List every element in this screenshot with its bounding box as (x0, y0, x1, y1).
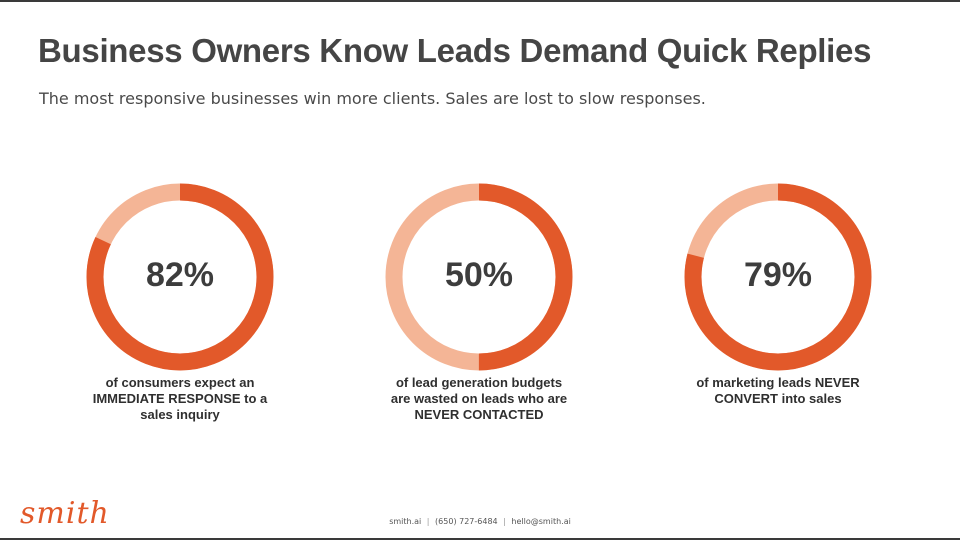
donut-ring: 50% (384, 182, 574, 372)
stat-value: 79% (743, 256, 813, 294)
stat-caption-line: sales inquiry (140, 407, 220, 422)
donut-arc (684, 183, 872, 371)
stat-caption: of lead generation budgets are wasted on… (374, 375, 584, 423)
footer-site: smith.ai (389, 517, 422, 526)
slide-subtitle: The most responsive businesses win more … (39, 89, 706, 108)
donut-ring-graphic (684, 183, 872, 371)
stat-consumers-immediate-response: 82% of consumers expect an IMMEDIATE RES… (50, 182, 310, 423)
donut-arc (385, 183, 573, 371)
donut-ring: 82% (85, 182, 275, 372)
slide-title: Business Owners Know Leads Demand Quick … (38, 32, 872, 69)
stat-lead-budgets-wasted: 50% of lead generation budgets are waste… (349, 182, 609, 423)
footer-separator: | (426, 517, 430, 526)
stat-caption-line: of consumers expect an (105, 375, 255, 390)
stat-caption-line: are wasted on leads who are (390, 391, 568, 406)
donut-ring-graphic (86, 183, 274, 371)
stat-caption-line: NEVER CONTACTED (414, 407, 544, 422)
stat-marketing-leads-never-convert: 79% of marketing leads NEVER CONVERT int… (648, 182, 908, 407)
smith-logo: smith (20, 496, 110, 531)
stat-caption-line: of lead generation budgets (395, 375, 563, 390)
donut-ring: 79% (683, 182, 873, 372)
stat-caption-line: of marketing leads NEVER (696, 375, 860, 390)
stat-caption-line: IMMEDIATE RESPONSE to a (92, 391, 268, 406)
stat-caption: of marketing leads NEVER CONVERT into sa… (673, 375, 883, 407)
stat-caption-line: CONVERT into sales (714, 391, 842, 406)
footer-phone: (650) 727-6484 (435, 517, 498, 526)
footer-contact: smith.ai | (650) 727-6484 | hello@smith.… (0, 517, 960, 526)
footer-email: hello@smith.ai (511, 517, 571, 526)
stat-value: 50% (444, 256, 514, 294)
stat-value: 82% (145, 256, 215, 294)
stat-caption: of consumers expect an IMMEDIATE RESPONS… (75, 375, 285, 423)
donut-ring-graphic (385, 183, 573, 371)
footer-separator: | (503, 517, 506, 526)
donut-arc (86, 183, 274, 371)
